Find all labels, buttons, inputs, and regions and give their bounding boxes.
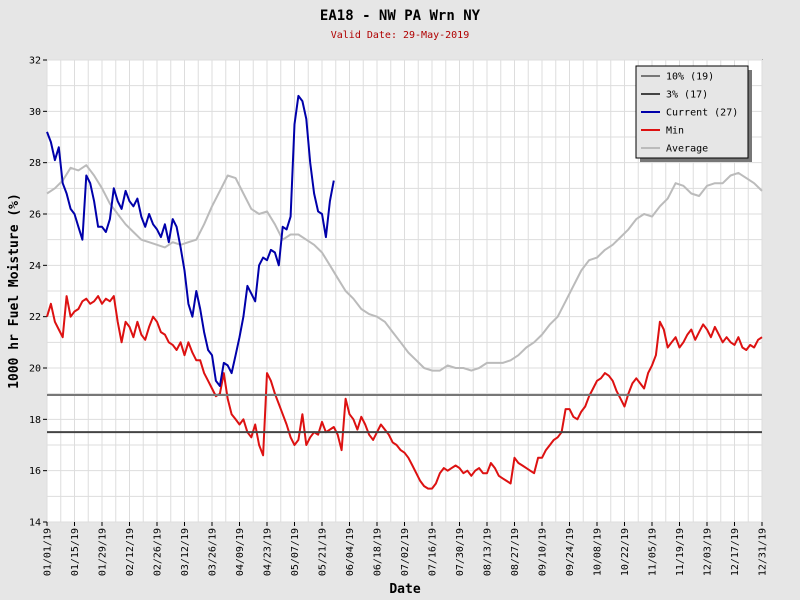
x-tick-label: 09/10/19 — [538, 528, 549, 576]
legend-label: 10% (19) — [666, 72, 714, 83]
chart-subtitle: Valid Date: 29-May-2019 — [331, 30, 469, 41]
series-line — [46, 295, 763, 490]
x-tick-label: 08/13/19 — [483, 528, 494, 576]
x-tick-label: 07/30/19 — [455, 528, 466, 576]
x-tick-label: 08/27/19 — [510, 528, 521, 576]
x-tick-label: 06/18/19 — [373, 528, 384, 576]
x-tick-label: 03/12/19 — [180, 528, 191, 576]
x-tick-label: 10/08/19 — [593, 528, 604, 576]
y-tick-label: 32 — [29, 56, 41, 67]
y-axis-ticks: 14 16 18 20 22 24 26 28 30 32 — [29, 56, 47, 529]
y-tick-label: 26 — [29, 210, 41, 221]
x-tick-label: 01/01/19 — [43, 528, 54, 576]
x-axis-title: Date — [389, 582, 420, 597]
series-line — [46, 164, 763, 372]
x-tick-label: 01/29/19 — [98, 528, 109, 576]
legend: 10% (19) 3% (17) Current (27) Min Average — [635, 65, 752, 162]
x-tick-label: 07/16/19 — [428, 528, 439, 576]
x-axis-ticks: 01/01/19 01/15/19 01/29/19 02/12/19 02/26/19… — [43, 522, 769, 576]
x-tick-label: 10/22/19 — [620, 528, 631, 576]
x-tick-label: 07/02/19 — [400, 528, 411, 576]
legend-label: Min — [666, 126, 684, 137]
x-tick-label: 05/07/19 — [290, 528, 301, 576]
legend-label: 3% (17) — [666, 90, 708, 101]
y-tick-label: 20 — [29, 364, 41, 375]
y-tick-label: 18 — [29, 415, 41, 426]
x-tick-label: 11/19/19 — [675, 528, 686, 576]
x-tick-label: 03/26/19 — [208, 528, 219, 576]
y-tick-label: 16 — [29, 466, 41, 477]
x-tick-label: 11/05/19 — [648, 528, 659, 576]
x-tick-label: 12/17/19 — [730, 528, 741, 576]
x-tick-label: 06/04/19 — [345, 528, 356, 576]
x-tick-label: 01/15/19 — [70, 528, 81, 576]
y-tick-label: 28 — [29, 158, 41, 169]
chart-title: EA18 - NW PA Wrn NY — [320, 8, 481, 24]
x-tick-label: 12/31/19 — [758, 528, 769, 576]
x-tick-label: 02/12/19 — [125, 528, 136, 576]
series-line — [46, 94, 335, 387]
x-tick-label: 02/26/19 — [153, 528, 164, 576]
x-tick-label: 12/03/19 — [703, 528, 714, 576]
y-tick-label: 24 — [29, 261, 41, 272]
x-tick-label: 09/24/19 — [565, 528, 576, 576]
x-tick-label: 04/09/19 — [235, 528, 246, 576]
series-group — [46, 94, 763, 490]
x-tick-label: 05/21/19 — [318, 528, 329, 576]
legend-label: Current (27) — [666, 108, 738, 119]
y-axis-title: 1000 hr Fuel Moisture (%) — [7, 193, 22, 389]
y-tick-label: 14 — [29, 518, 41, 529]
x-tick-label: 04/23/19 — [263, 528, 274, 576]
y-tick-label: 22 — [29, 312, 41, 323]
y-tick-label: 30 — [29, 107, 41, 118]
legend-label: Average — [666, 144, 708, 155]
